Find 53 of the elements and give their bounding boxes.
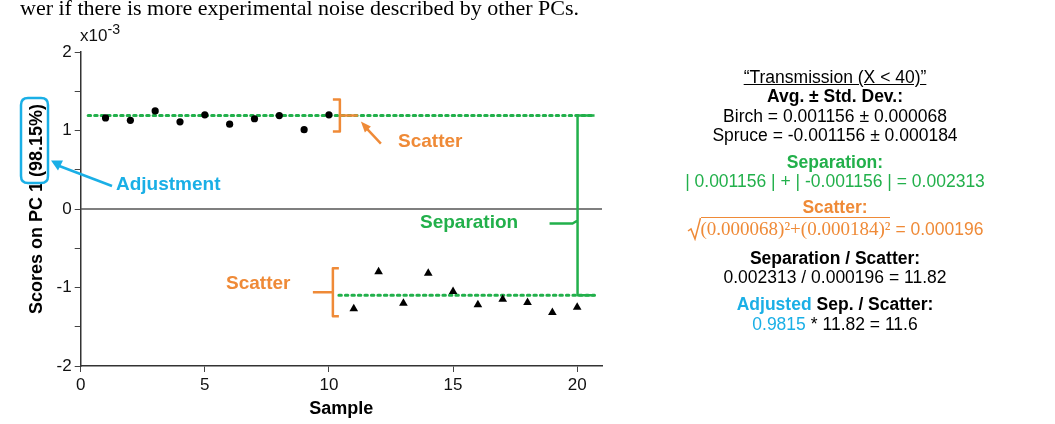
y-tick-label: -2	[56, 355, 72, 375]
text: (0.000068)²+(0.000184)²	[700, 216, 891, 240]
text: Spruce = -0.001156 ± 0.000184	[712, 124, 958, 145]
text: 0.9815	[752, 313, 806, 334]
text: Adjusted	[736, 294, 812, 315]
text: “Transmission (X < 40)”	[743, 67, 927, 88]
point	[126, 116, 134, 124]
point	[176, 118, 184, 126]
x-tick-label: 0	[75, 374, 86, 394]
point	[325, 111, 333, 119]
point	[151, 107, 159, 115]
point	[226, 120, 234, 128]
x-tick-label: 5	[200, 374, 210, 394]
text: * 11.82 = 11.6	[810, 313, 918, 334]
point	[448, 286, 458, 294]
annotation: Separation	[420, 211, 519, 233]
text: Separation:	[786, 152, 884, 173]
point	[300, 126, 308, 134]
y-tick-label: 0	[62, 198, 72, 218]
point	[498, 294, 508, 302]
text: x10$^{-3}$	[80, 21, 121, 46]
point	[374, 266, 383, 275]
y-axis-title: Scores on PC 1 (98.15%)	[25, 103, 46, 315]
point	[275, 111, 283, 120]
point	[399, 298, 408, 306]
text: 0.002313 / 0.000196 = 11.82	[723, 267, 947, 288]
y-tick-label: 2	[62, 41, 72, 61]
text: | 0.001156 | + | -0.001156 | = 0.002313	[685, 171, 985, 192]
annotation: Scatter	[398, 130, 463, 152]
x-axis-title: Sample	[309, 398, 374, 419]
text: Sep. / Scatter:	[816, 294, 934, 315]
point	[572, 302, 582, 310]
point	[101, 114, 110, 122]
text: = 0.000196	[895, 218, 984, 239]
point	[523, 297, 532, 305]
text: Avg. ± Std. Dev.:	[766, 86, 903, 107]
x-tick-label: 20	[567, 374, 587, 394]
annotation: Adjustment	[116, 173, 221, 195]
text: Separation / Scatter:	[749, 247, 921, 268]
x-tick-label: 10	[319, 374, 339, 394]
text: Scatter:	[802, 196, 868, 217]
y-tick-label: -1	[56, 277, 72, 297]
y-tick-label: 1	[62, 120, 72, 140]
point	[201, 111, 209, 119]
point	[250, 115, 259, 123]
point	[423, 268, 433, 276]
text: wer if there is more experimental noise described by other PCs.	[20, 0, 580, 21]
point	[349, 303, 359, 312]
point	[548, 307, 557, 316]
x-tick-label: 15	[443, 374, 463, 394]
annotation: Scatter	[226, 272, 291, 294]
text: Birch = 0.001156 ± 0.000068	[723, 105, 947, 126]
point	[473, 299, 483, 308]
